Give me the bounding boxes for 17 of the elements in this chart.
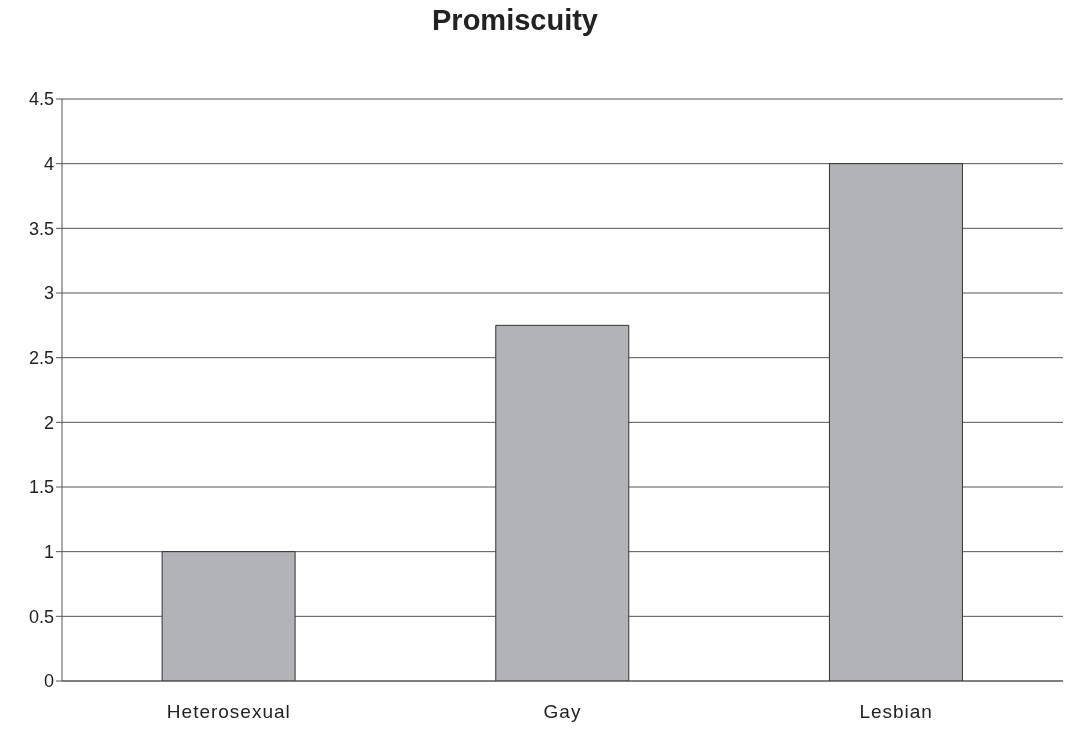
y-tick-label: 4 (43, 154, 54, 175)
bar (828, 163, 963, 681)
x-tick-label: Heterosexual (166, 701, 291, 723)
y-tick-label: 3 (43, 283, 54, 304)
y-tick-label: 0 (43, 671, 54, 692)
bar (495, 324, 630, 681)
y-tick-label: 3.5 (28, 218, 54, 239)
y-tick-label: 2.5 (28, 348, 54, 369)
x-tick-label: Lesbian (859, 701, 933, 723)
y-tick-label: 1 (43, 542, 54, 563)
x-tick-label: Gay (543, 701, 582, 723)
y-tick-label: 1.5 (28, 477, 54, 498)
chart-title: Promiscuity (431, 4, 599, 37)
bar (161, 551, 296, 681)
y-tick-label: 0.5 (28, 606, 54, 627)
y-tick-label: 4.5 (28, 89, 54, 110)
y-tick-label: 2 (43, 412, 54, 433)
